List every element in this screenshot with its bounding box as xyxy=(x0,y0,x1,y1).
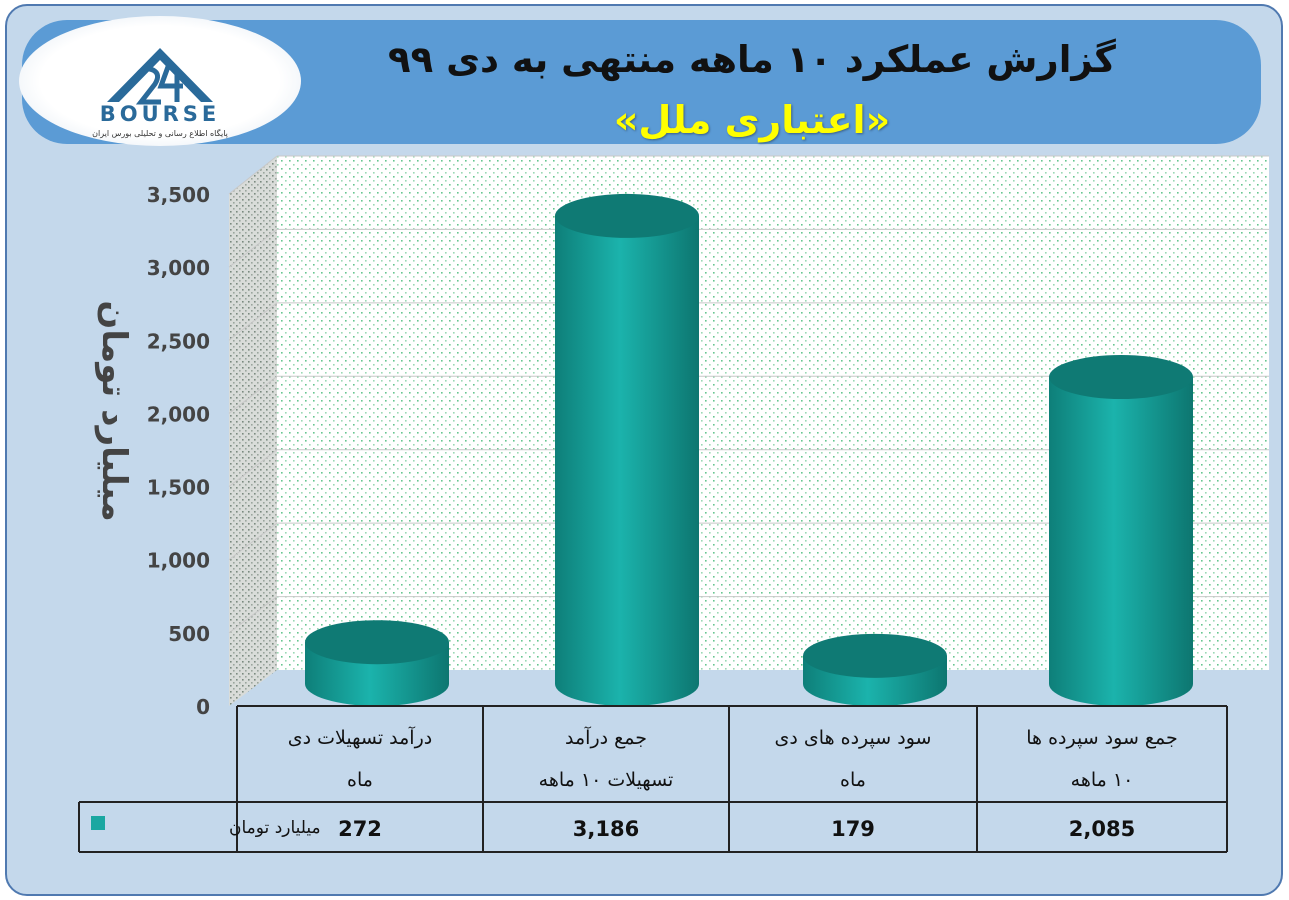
y-tick-label: 2,000 xyxy=(147,402,210,426)
bar xyxy=(555,193,699,706)
bar-body xyxy=(1049,376,1193,706)
y-tick-label: 2,500 xyxy=(147,329,210,353)
legend-label: میلیارد تومان xyxy=(229,818,321,838)
y-tick-label: 500 xyxy=(168,622,210,646)
gridline-side xyxy=(228,302,278,341)
bar-top xyxy=(555,193,699,238)
plot-background xyxy=(229,156,1269,706)
logo-brand: BOURSE xyxy=(100,102,221,126)
y-tick-label: 1,500 xyxy=(147,476,210,500)
bar xyxy=(305,620,449,706)
gridline-side xyxy=(228,375,278,414)
y-tick-label: 1,000 xyxy=(147,549,210,573)
bourse-logo: BOURSE پایگاه اطلاع رسانی و تحلیلی بورس … xyxy=(19,16,301,146)
x-tick-label: ماه xyxy=(347,769,373,791)
gridline-side xyxy=(228,449,278,487)
y-axis-label: میلیارد تومان xyxy=(94,300,134,521)
bar xyxy=(803,633,947,706)
y-tick-label: 3,500 xyxy=(147,183,210,207)
24-bourse-logo-icon xyxy=(107,48,213,105)
x-tick-label: سود سپرده های دی xyxy=(775,727,932,749)
gridline-side xyxy=(228,155,278,195)
bar-chart: 0 500 1,000 1,500 2,000 2,500 3,000 3,500 میلیا… xyxy=(78,155,1269,853)
data-label: 272 xyxy=(338,817,382,841)
y-tick-label: 0 xyxy=(196,695,210,719)
gridline-side xyxy=(228,522,278,561)
bar-top xyxy=(1049,354,1193,399)
data-table: درآمد تسهیلات دی ماه 272 جمع درآمد تسهیلات ۱… xyxy=(78,705,1228,853)
x-tick-label: تسهیلات ۱۰ ماهه xyxy=(539,769,674,791)
chart-title: گزارش عملکرد ۱۰ ماهه منتهی به دی ۹۹ xyxy=(388,38,1116,81)
data-label: 3,186 xyxy=(573,817,639,841)
chart-subtitle: «اعتباری ملل» xyxy=(613,98,891,142)
legend-swatch xyxy=(91,816,105,830)
bar-series xyxy=(305,193,1193,706)
y-tick-label: 3,000 xyxy=(147,256,210,280)
x-tick-label: جمع سود سپرده ها xyxy=(1026,727,1178,749)
x-tick-label: ۱۰ ماهه xyxy=(1071,769,1134,791)
x-tick-label: ماه xyxy=(840,769,866,791)
chart-frame: گزارش عملکرد ۱۰ ماهه منتهی به دی ۹۹ «اعت… xyxy=(5,4,1283,896)
bar-top xyxy=(803,633,947,678)
gridline-side xyxy=(228,229,278,268)
x-tick-label: جمع درآمد xyxy=(565,725,647,749)
bar xyxy=(1049,354,1193,706)
bar-body xyxy=(555,215,699,706)
logo-tagline: پایگاه اطلاع رسانی و تحلیلی بورس ایران xyxy=(92,128,228,138)
y-axis-ticks: 0 500 1,000 1,500 2,000 2,500 3,000 3,500 xyxy=(147,183,210,719)
gridline-side xyxy=(228,596,278,634)
data-label: 179 xyxy=(831,817,875,841)
bar-top xyxy=(305,620,449,665)
x-tick-label: درآمد تسهیلات دی xyxy=(288,725,432,749)
data-label: 2,085 xyxy=(1069,817,1135,841)
